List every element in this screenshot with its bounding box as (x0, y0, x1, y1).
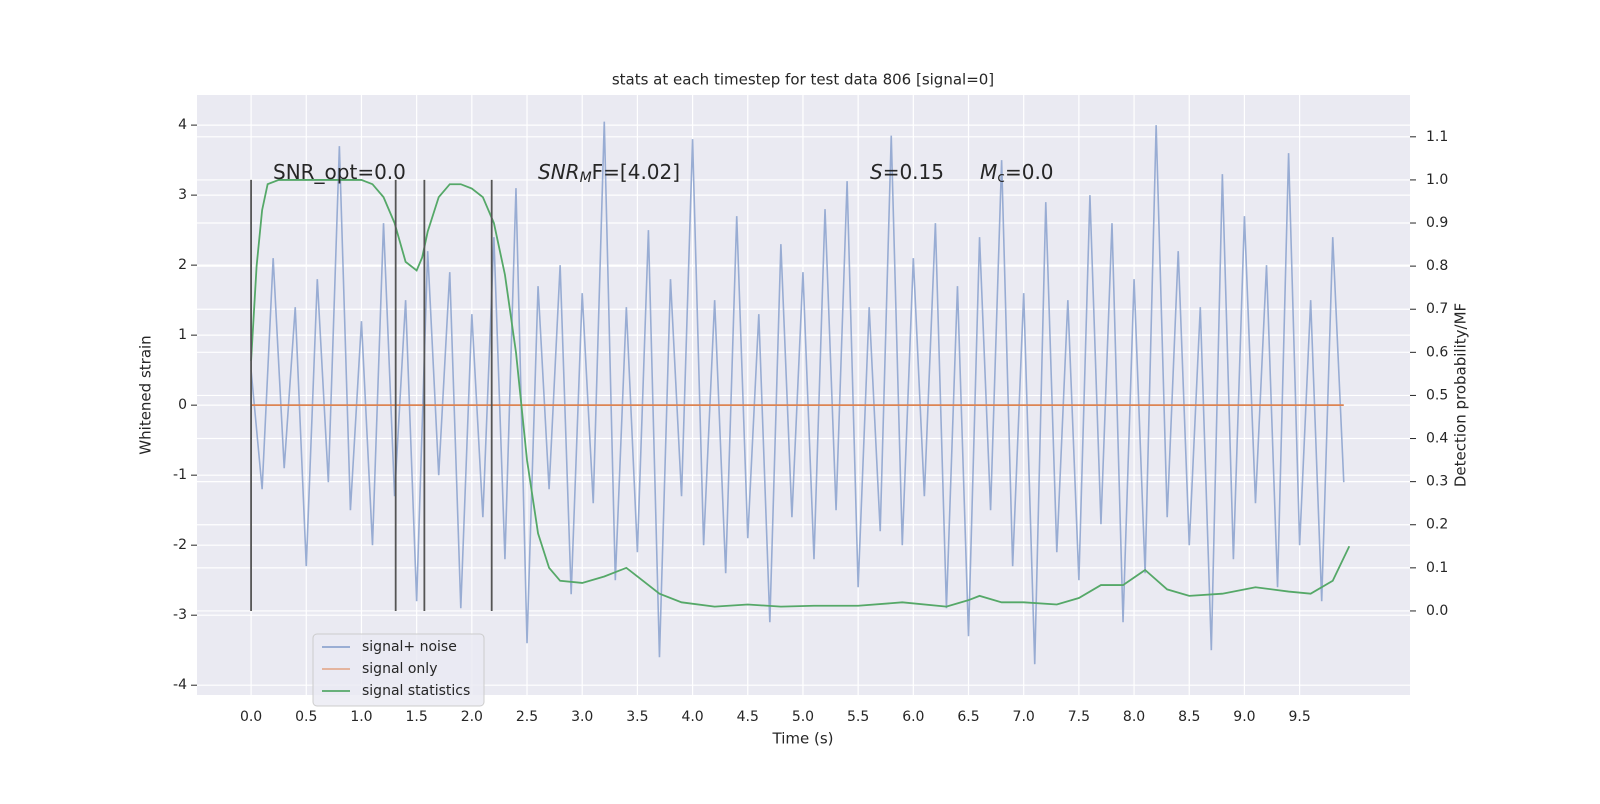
series-line (250, 121, 1345, 665)
annotation-part: =0.15 (883, 160, 944, 184)
x-tick-label: 7.5 (1068, 709, 1090, 725)
annotation-part: M (580, 170, 592, 186)
y2-tick-label: 0.3 (1426, 474, 1448, 490)
legend-label: signal+ noise (362, 639, 457, 655)
chart-title: stats at each timestep for test data 806… (612, 71, 994, 89)
annotation: SNR_opt=0.0 (273, 160, 406, 184)
annotation-part: c (997, 170, 1005, 186)
x-tick-label: 6.0 (902, 709, 924, 725)
y-tick-label: -1 (173, 467, 187, 483)
annotation: SNRMF=[4.02] (538, 160, 680, 187)
y2-tick-label: 0.0 (1426, 603, 1448, 619)
y2-tick-label: 0.2 (1426, 517, 1448, 533)
x-tick-label: 7.0 (1013, 709, 1035, 725)
legend-label: signal only (362, 661, 437, 677)
x-tick-label: 3.5 (626, 709, 648, 725)
y-tick-label: 0 (178, 397, 187, 413)
y-tick-label: -2 (173, 537, 187, 553)
x-tick-label: 2.5 (516, 709, 538, 725)
y2-tick-label: 0.8 (1426, 258, 1448, 274)
y2-tick-label: 0.7 (1426, 301, 1448, 317)
legend-box (312, 633, 485, 707)
y2-tick-label: 0.1 (1426, 560, 1448, 576)
x-tick-label: 0.5 (295, 709, 317, 725)
x-tick-label: 3.0 (571, 709, 593, 725)
annotation: S=0.15 (870, 160, 944, 184)
x-tick-label: 6.5 (957, 709, 979, 725)
x-axis-label: Time (s) (772, 730, 834, 748)
annotation-part: M (980, 160, 997, 184)
annotation-part: SNR_opt=0.0 (273, 160, 406, 184)
y2-tick-label: 0.4 (1426, 431, 1448, 447)
x-tick-label: 1.5 (406, 709, 428, 725)
x-tick-label: 0.0 (240, 709, 262, 725)
x-tick-label: 9.0 (1233, 709, 1255, 725)
y-tick-label: -3 (173, 607, 187, 623)
annotation-part: =0.0 (1005, 160, 1054, 184)
y-tick-label: -4 (173, 677, 187, 693)
y2-tick-label: 1.1 (1426, 129, 1448, 145)
y2-tick-label: 0.6 (1426, 344, 1448, 360)
legend-label: signal statistics (362, 683, 470, 699)
y-tick-label: 4 (178, 117, 187, 133)
y-tick-label: 3 (178, 187, 187, 203)
y-tick-label: 2 (178, 257, 187, 273)
y2-tick-label: 1.0 (1426, 172, 1448, 188)
x-tick-label: 2.0 (461, 709, 483, 725)
annotation-part: S (870, 160, 883, 184)
annotation-part: SNR (538, 160, 580, 184)
x-tick-label: 9.5 (1288, 709, 1310, 725)
x-tick-label: 5.5 (847, 709, 869, 725)
x-tick-label: 8.5 (1178, 709, 1200, 725)
y-axis-label: Whitened strain (137, 335, 155, 454)
x-tick-label: 5.0 (792, 709, 814, 725)
y2-tick-label: 0.9 (1426, 215, 1448, 231)
x-tick-label: 4.5 (737, 709, 759, 725)
x-tick-label: 4.0 (681, 709, 703, 725)
annotation: Mc=0.0 (980, 160, 1054, 187)
series-line (250, 179, 1351, 608)
annotation-part: F=[4.02] (592, 160, 680, 184)
y2-axis-label: Detection probability/MF (1452, 303, 1470, 487)
y2-tick-label: 0.5 (1426, 387, 1448, 403)
x-tick-label: 1.0 (350, 709, 372, 725)
x-tick-label: 8.0 (1123, 709, 1145, 725)
y-tick-label: 1 (178, 327, 187, 343)
